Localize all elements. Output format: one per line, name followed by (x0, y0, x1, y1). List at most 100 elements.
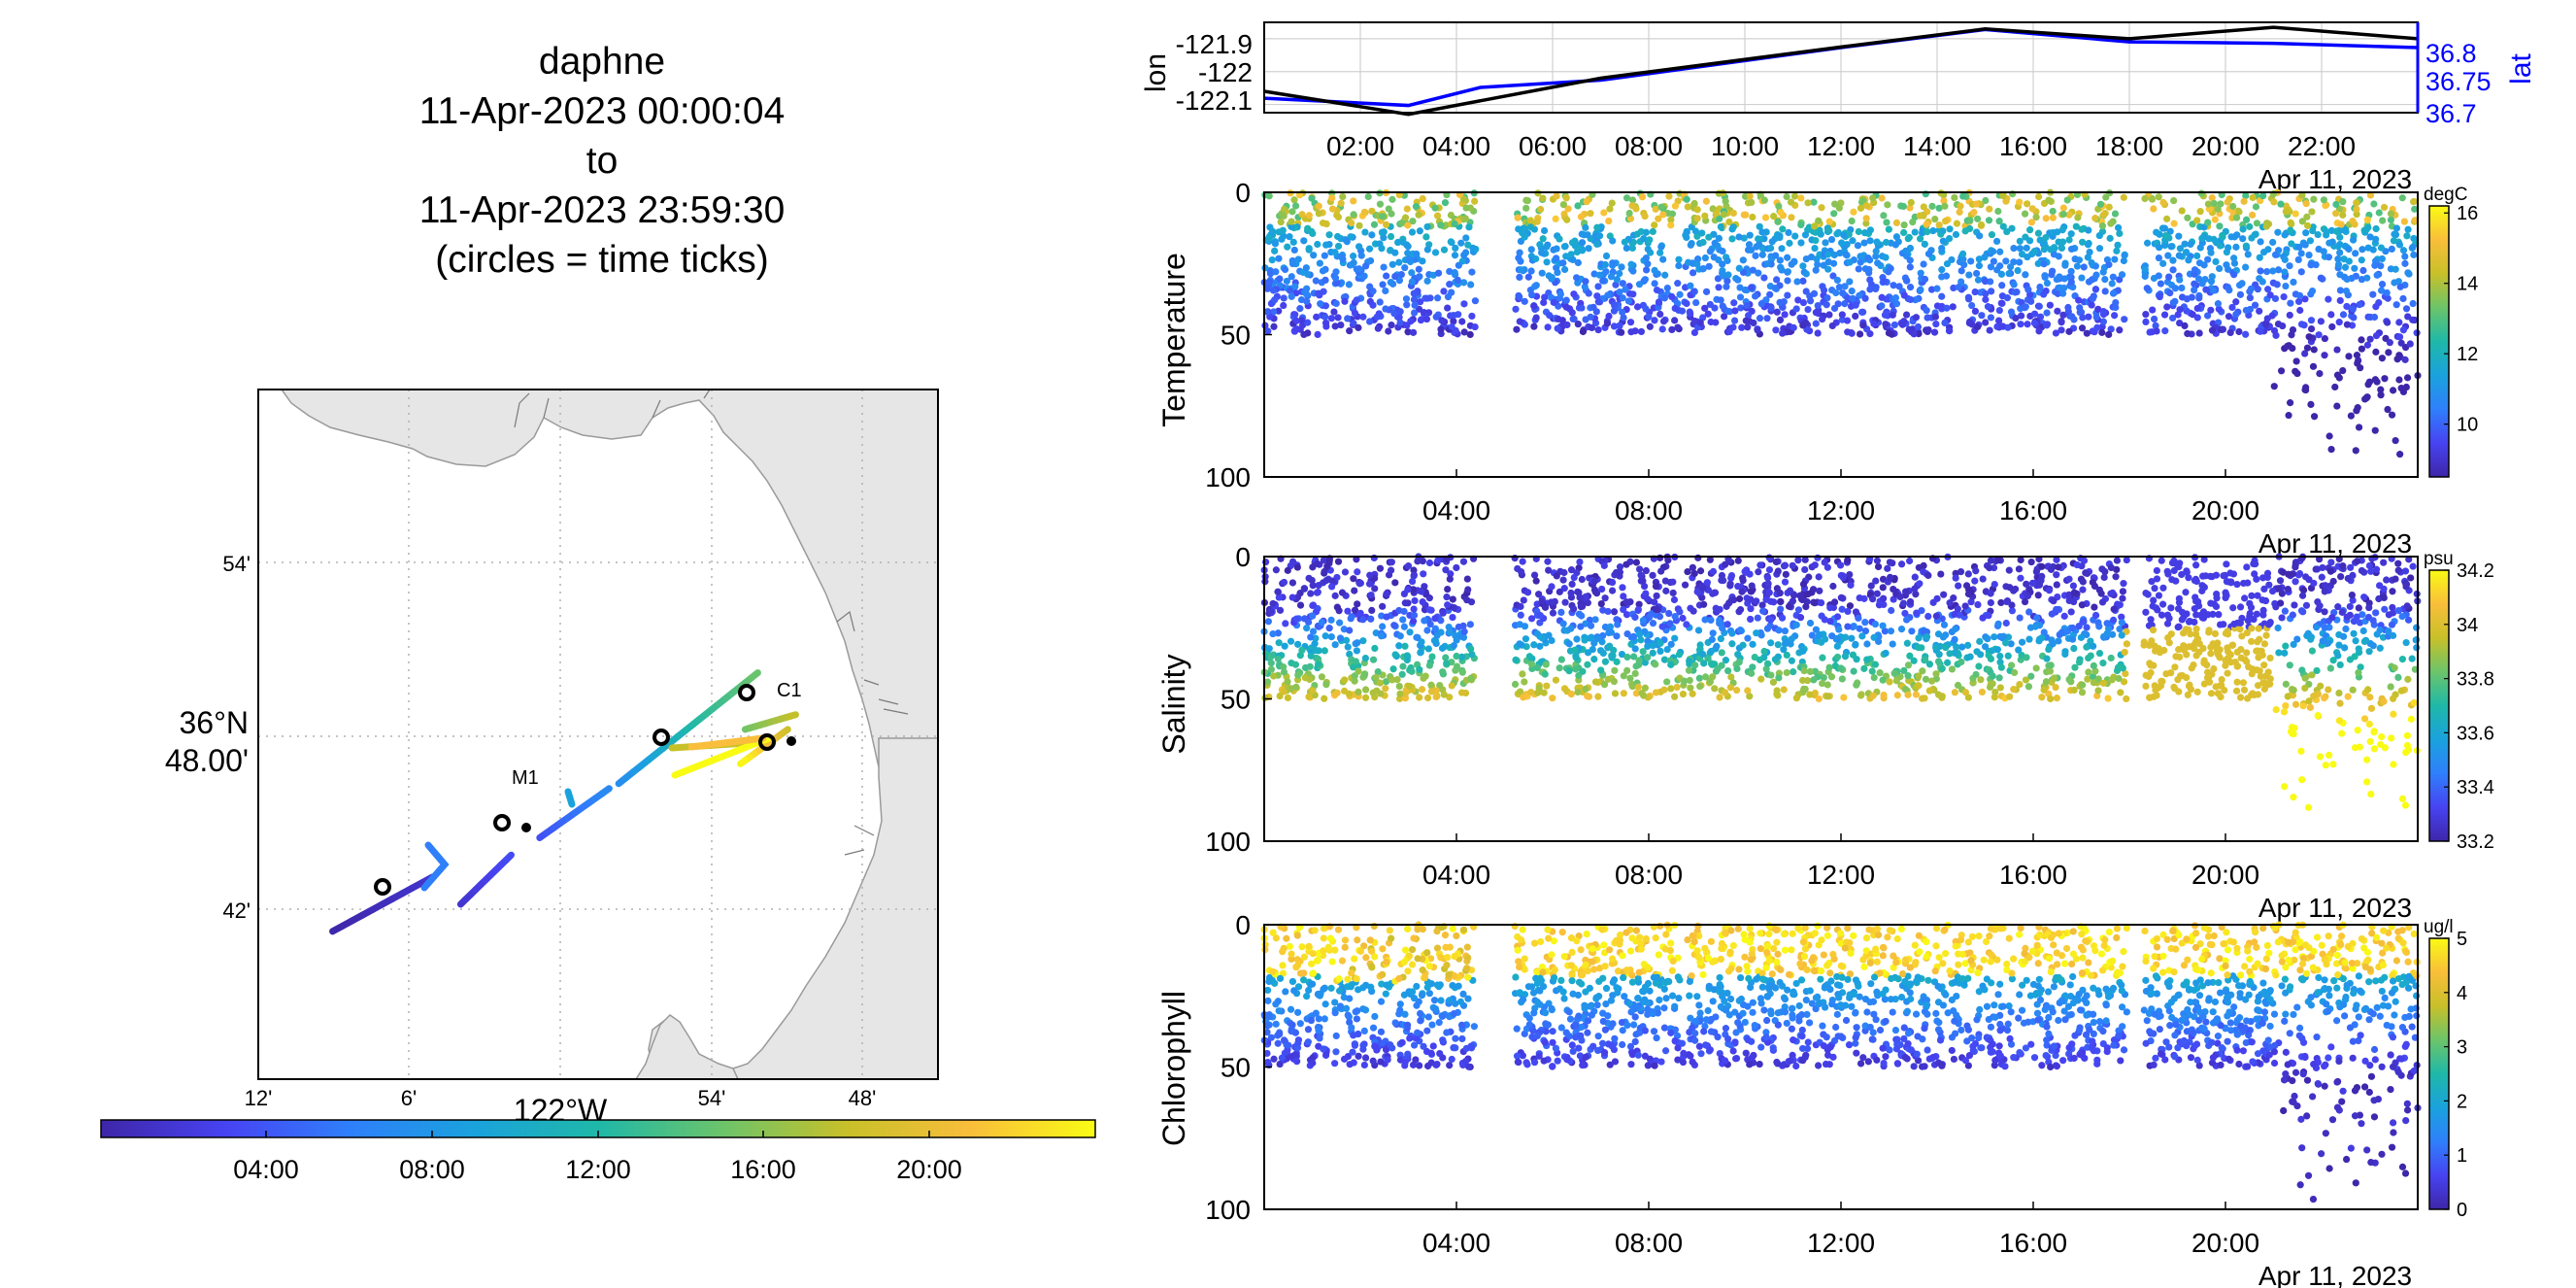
scatter-point (2352, 250, 2359, 257)
scatter-point (2030, 248, 2038, 255)
scatter-point (1355, 243, 1363, 251)
scatter-point (2403, 232, 2411, 240)
lonlat-date-label: Apr 11, 2023 (2258, 164, 2412, 194)
scatter-point (1438, 644, 1447, 652)
scatter-point (2158, 611, 2166, 619)
scatter-point (2222, 590, 2230, 598)
colorbar-tick: 12 (2457, 344, 2478, 365)
scatter-point (2208, 326, 2217, 334)
scatter-point (1982, 196, 1990, 205)
scatter-point (2358, 345, 2365, 353)
scatter-point (2192, 652, 2200, 660)
scatter-point (1656, 310, 1664, 319)
scatter-point (1934, 658, 1943, 665)
scatter-point (2389, 387, 2397, 394)
scatter-point (1651, 317, 1658, 324)
scatter-point (1857, 258, 1864, 266)
scatter-point (1291, 283, 1299, 290)
scatter-point (2370, 728, 2378, 735)
scatter-point (2310, 195, 2318, 203)
scatter-point (2035, 302, 2043, 310)
scatter-point (1712, 604, 1720, 612)
scatter-point (2164, 252, 2172, 259)
scatter-point (1536, 642, 1544, 650)
scatter-point (2058, 226, 2066, 234)
scatter-point (2061, 261, 2069, 269)
scatter-point (1709, 567, 1718, 575)
time-tick-circle (738, 684, 755, 701)
scatter-point (1303, 290, 1311, 298)
scatter-point (1866, 286, 1874, 293)
scatter-point (2290, 640, 2297, 649)
scatter-point (1880, 278, 1888, 286)
scatter-point (1621, 238, 1628, 246)
scatter-point (2216, 242, 2225, 250)
scatter-point (1906, 204, 1914, 212)
scatter-point (1693, 260, 1701, 268)
scatter-point (1345, 281, 1354, 288)
scatter-point (1616, 269, 1623, 278)
scatter-point (2319, 563, 2326, 572)
scatter-point (1900, 228, 1908, 237)
scatter-point (2086, 248, 2093, 256)
scatter-point (2120, 193, 2127, 201)
scatter-point (1954, 681, 1962, 690)
scatter-point (2053, 276, 2060, 284)
scatter-point (1345, 690, 1353, 697)
scatter-point (1734, 557, 1742, 564)
scatter-point (1814, 554, 1822, 561)
scatter-point (1553, 245, 1560, 253)
scatter-point (1419, 194, 1426, 203)
scatter-point (1857, 691, 1865, 698)
scatter-point (1883, 308, 1890, 316)
scatter-point (2159, 584, 2167, 592)
scatter-point (1930, 328, 1939, 336)
x-tick: 16:00 (1999, 495, 2067, 525)
scatter-point (2366, 737, 2374, 746)
scatter-point (1334, 213, 1343, 221)
scatter-point (2399, 247, 2408, 254)
scatter-point (1379, 213, 1387, 220)
scatter-point (1383, 613, 1390, 621)
scatter-point (2410, 197, 2418, 206)
scatter-point (2043, 321, 2052, 328)
scatter-point (1717, 296, 1724, 304)
scatter-point (1300, 585, 1308, 593)
lonlat-xtick: 18:00 (2095, 131, 2163, 161)
scatter-point (1660, 294, 1668, 302)
scatter-point (2298, 592, 2307, 599)
scatter-point (1462, 234, 1470, 242)
scatter-point (1422, 315, 1431, 323)
scatter-point (2040, 239, 2048, 247)
scatter-point (2407, 574, 2415, 582)
scatter-point (1339, 192, 1347, 201)
scatter-point (2103, 629, 2111, 637)
scatter-point (1368, 606, 1376, 614)
scatter-point (2118, 619, 2125, 627)
scatter-point (2409, 562, 2417, 570)
scatter-point (1899, 599, 1908, 607)
track-tails (420, 734, 773, 892)
scatter-point (2197, 189, 2205, 197)
scatter-point (2050, 597, 2057, 605)
scatter-point (1671, 202, 1680, 210)
scatter-point (1532, 254, 1540, 263)
scatter-point (1932, 670, 1940, 678)
scatter-point (1907, 295, 1915, 304)
scatter-point (1530, 641, 1538, 649)
scatter-point (1344, 315, 1352, 322)
scatter-point (2328, 614, 2336, 622)
scatter-point (2207, 643, 2215, 651)
scatter-point (2180, 629, 2188, 637)
scatter-point (1604, 291, 1612, 299)
scatter-point (1313, 313, 1321, 321)
scatter-point (2169, 266, 2177, 274)
scatter-point (2277, 200, 2285, 208)
scatter-point (2289, 729, 2296, 737)
scatter-point (1635, 657, 1643, 664)
lat-ytick: 36.75 (2425, 67, 2492, 96)
scatter-point (2119, 588, 2127, 595)
scatter-point (1748, 669, 1756, 677)
scatter-point (1594, 693, 1602, 700)
